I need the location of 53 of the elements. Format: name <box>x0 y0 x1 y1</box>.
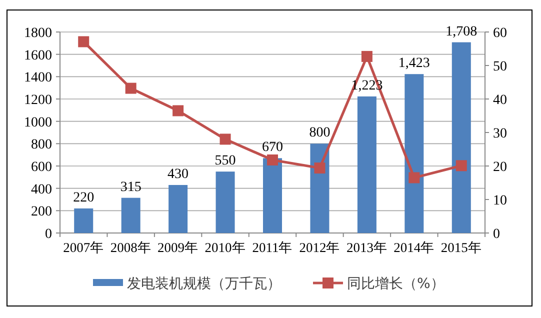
bar <box>216 172 235 233</box>
data-label: 1,423 <box>398 56 430 72</box>
x-tick-label: 2010年 <box>204 240 246 255</box>
point <box>267 154 278 166</box>
y2-tick-label: 50 <box>493 60 507 74</box>
bar <box>168 184 188 233</box>
bar <box>121 198 140 233</box>
y-tick-label: 200 <box>31 204 52 220</box>
point <box>314 162 326 174</box>
point <box>172 105 184 116</box>
point <box>408 172 420 184</box>
x-tick-label: 2013年 <box>346 240 388 255</box>
y-tick-label: 800 <box>31 138 52 153</box>
y-tick-label: 1800 <box>24 26 52 41</box>
legend-label: 同比增长（%） <box>347 276 444 292</box>
point <box>456 160 467 172</box>
data-label: 220 <box>73 190 94 206</box>
bar <box>263 158 282 233</box>
legend-label: 发电装机规模（万千瓦） <box>127 276 281 292</box>
data-label: 670 <box>262 140 283 156</box>
bar <box>74 208 94 233</box>
bar <box>452 42 471 233</box>
y-tick-label: 1200 <box>24 93 52 108</box>
y2-tick-label: 10 <box>493 194 507 208</box>
x-tick-label: 2014年 <box>394 240 435 255</box>
data-label: 315 <box>120 180 142 195</box>
y-tick-label: 600 <box>31 160 52 175</box>
y-tick-label: 0 <box>45 227 52 242</box>
y2-tick-label: 60 <box>493 26 507 41</box>
bar <box>357 96 376 233</box>
point <box>125 82 136 94</box>
x-tick-label: 2011年 <box>252 240 293 255</box>
y-tick-label: 1000 <box>24 115 52 130</box>
x-tick-label: 2015年 <box>440 240 482 255</box>
x-tick-label: 2008年 <box>110 240 152 255</box>
y-tick-label: 400 <box>31 182 52 198</box>
point <box>78 36 90 48</box>
y2-tick-label: 40 <box>493 93 507 108</box>
x-tick-label: 2007年 <box>63 240 104 255</box>
y2-tick-label: 20 <box>493 160 507 175</box>
y-tick-label: 1600 <box>24 48 52 64</box>
y2-tick-label: 0 <box>493 227 500 242</box>
x-tick-label: 2009年 <box>158 240 199 255</box>
data-label: 800 <box>309 126 330 141</box>
point <box>361 50 372 62</box>
x-tick-label: 2012年 <box>299 240 340 255</box>
data-label: 550 <box>214 154 236 169</box>
bar <box>404 74 424 233</box>
y2-tick-label: 30 <box>493 126 507 142</box>
data-label: 430 <box>168 166 189 182</box>
point <box>220 134 231 145</box>
data-label: 1,708 <box>446 24 478 40</box>
y-tick-label: 1400 <box>24 70 52 86</box>
